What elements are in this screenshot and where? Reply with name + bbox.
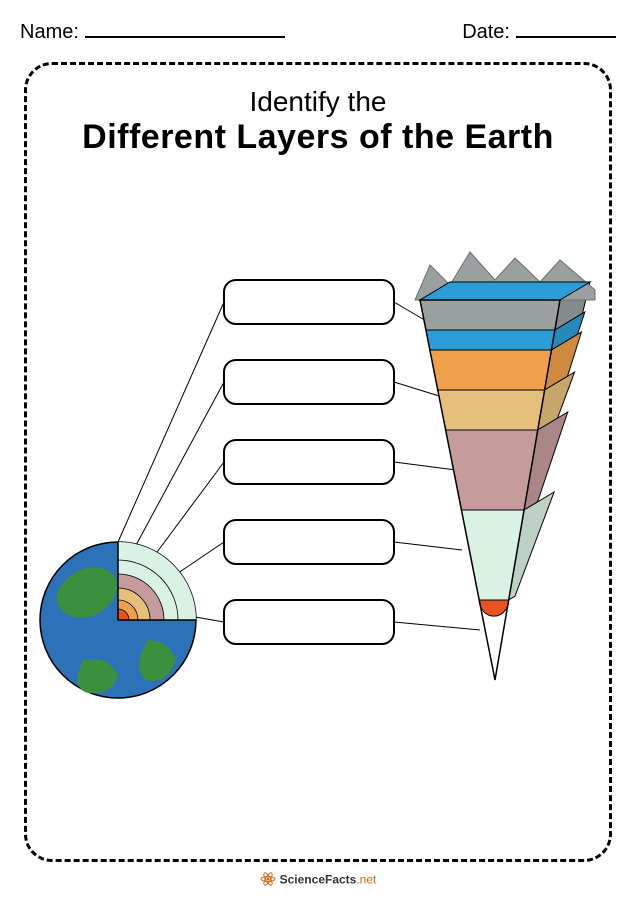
answer-box-5[interactable] [224,600,394,644]
leader-line-right [394,622,480,630]
answer-box-3[interactable] [224,440,394,484]
answer-box-1[interactable] [224,280,394,324]
wedge-layer-inner-core [479,600,508,616]
wedge-layer-crust [420,300,560,330]
answer-box-2[interactable] [224,360,394,404]
wedge-layer-upper-mantle [430,350,552,390]
atom-icon [260,871,276,890]
leader-line-right [394,462,456,470]
footer: ScienceFacts.net [0,871,636,890]
wedge-topface [420,282,590,300]
leader-line-left [128,382,224,560]
leader-line-left [118,302,224,542]
footer-brand: ScienceFacts [280,873,357,887]
earth-layers-diagram [0,0,636,900]
wedge-layer-transition [438,390,545,430]
wedge-layer-ocean-band [426,330,555,350]
footer-tld: .net [356,873,376,887]
answer-box-4[interactable] [224,520,394,564]
leader-line-right [394,542,462,550]
